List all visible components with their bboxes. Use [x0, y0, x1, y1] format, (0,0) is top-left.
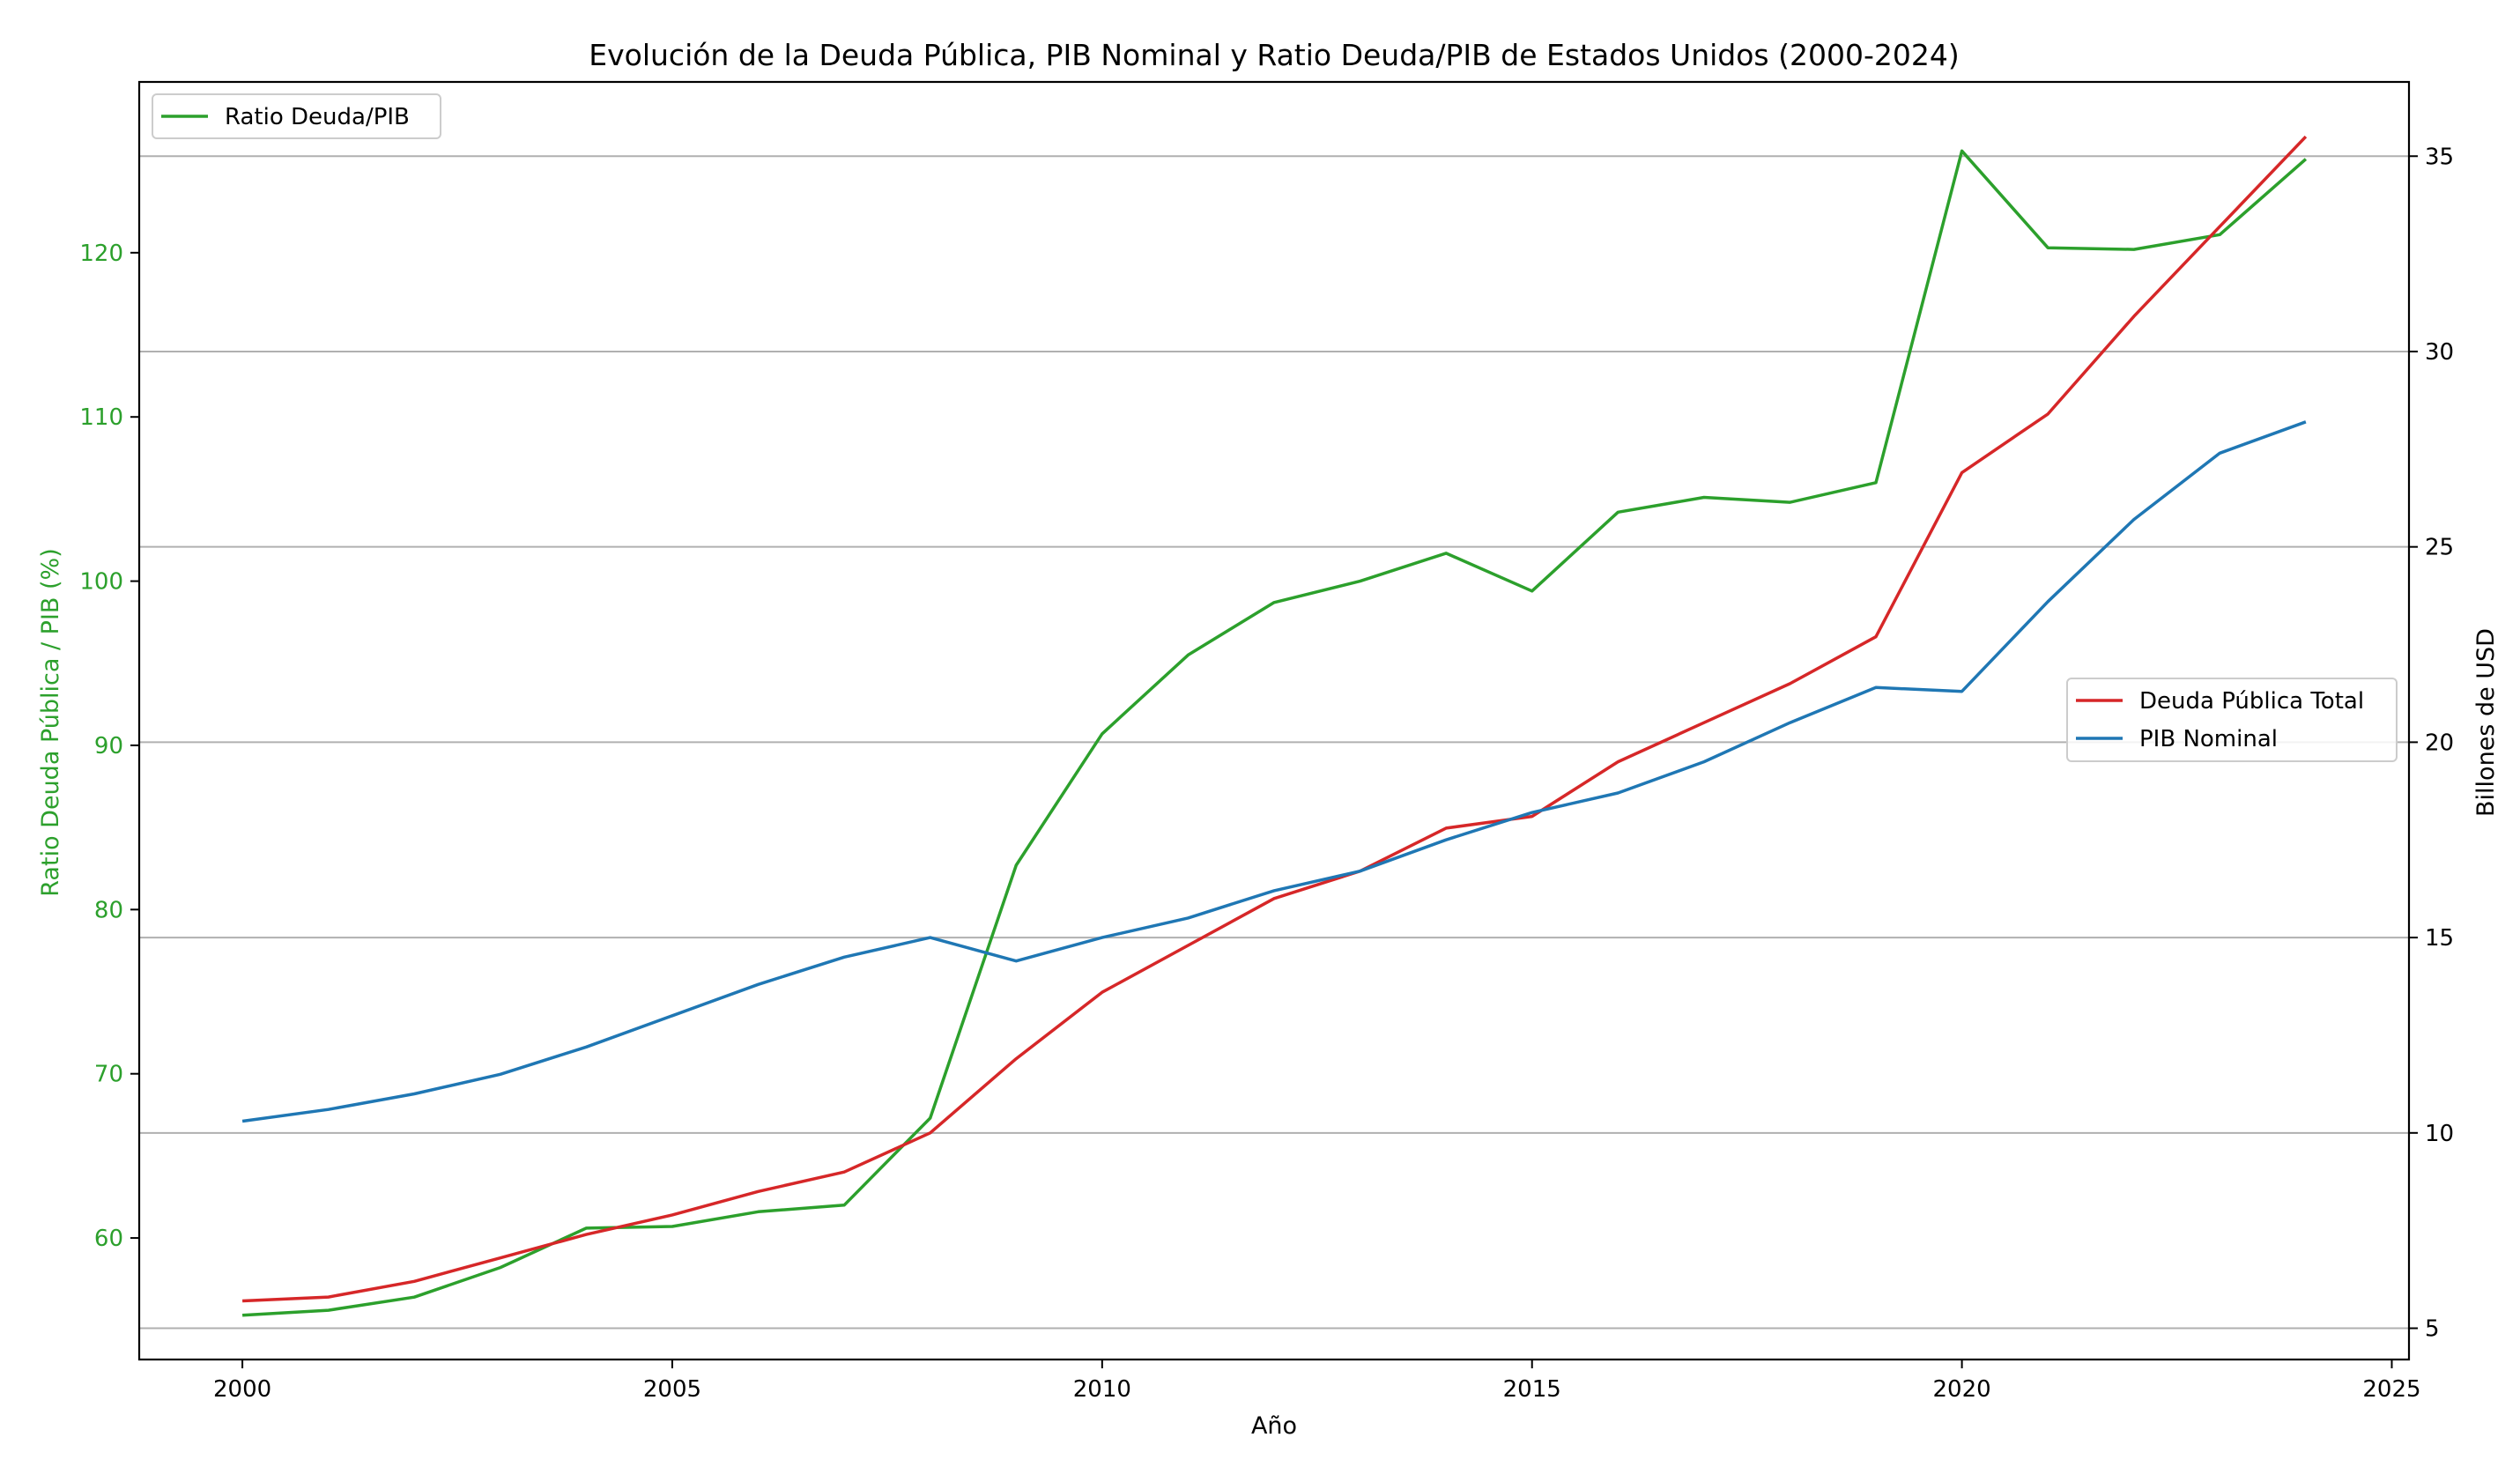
- legends: Ratio Deuda/PIB Deuda Pública Total PIB No…: [152, 93, 2398, 762]
- x-tick-label: 2005: [643, 1376, 701, 1403]
- series-line-ratio-deuda-pib: [241, 149, 2308, 1317]
- y-right-tick-label: 35: [2425, 144, 2454, 170]
- y-left-tick-label: 110: [79, 404, 123, 431]
- legend-frame: [2066, 678, 2398, 762]
- y-right-tick-label: 25: [2425, 535, 2454, 561]
- x-tick-label: 2010: [1073, 1376, 1131, 1403]
- y-right-tick-label: 5: [2425, 1316, 2440, 1343]
- x-axis-label: Año: [1251, 1412, 1297, 1440]
- x-tick-label: 2025: [2362, 1376, 2420, 1403]
- y-left-axis-label: Ratio Deuda Pública / PIB (%): [37, 548, 64, 896]
- y-left-tick-label: 120: [79, 241, 123, 267]
- y-right-tick-label: 30: [2425, 339, 2454, 366]
- y-left-tick-label: 70: [94, 1062, 123, 1088]
- y-left-tick-label: 100: [79, 569, 123, 596]
- legend-label: Ratio Deuda/PIB: [225, 104, 410, 130]
- plot-frame: [137, 80, 2411, 1361]
- series-line-pib-nominal: [241, 420, 2307, 1123]
- legend-label: PIB Nominal: [2139, 726, 2278, 752]
- legend-center-right: Deuda Pública Total PIB Nominal: [2066, 678, 2398, 762]
- series-lines: [241, 135, 2308, 1317]
- grid-lines: [139, 155, 2409, 1330]
- legend-label: Deuda Pública Total: [2139, 688, 2364, 715]
- y-right-tick-label: 10: [2425, 1121, 2454, 1147]
- series-line-deuda-publica-total: [242, 135, 2308, 1303]
- legend-upper-left: Ratio Deuda/PIB: [152, 93, 441, 139]
- y-right-tick-label: 20: [2425, 730, 2454, 756]
- y-right-tick-label: 15: [2425, 925, 2454, 952]
- y-left-tick-label: 60: [94, 1226, 123, 1252]
- axes: 2000 2005 2010 2015 2020 20256070809010011012…: [79, 80, 2454, 1403]
- chart-title: Evolución de la Deuda Pública, PIB Nomin…: [589, 38, 1959, 72]
- legend-frame: [152, 93, 441, 139]
- y-left-tick-label: 90: [94, 733, 123, 759]
- y-left-tick-label: 80: [94, 897, 123, 923]
- x-tick-label: 2020: [1933, 1376, 1991, 1403]
- x-tick-label: 2000: [213, 1376, 271, 1403]
- y-right-axis-label: Billones de USD: [2472, 628, 2500, 817]
- x-tick-label: 2015: [1503, 1376, 1561, 1403]
